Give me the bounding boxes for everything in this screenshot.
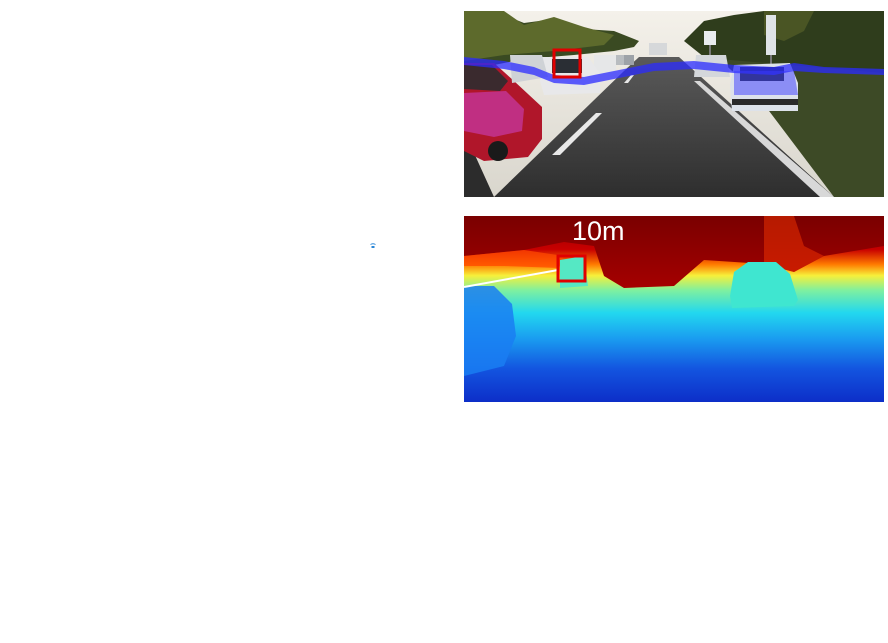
road-scene-illustration bbox=[464, 11, 884, 197]
road-camera-image bbox=[464, 11, 884, 197]
highlight-box bbox=[552, 48, 582, 79]
depth-highlight-box bbox=[556, 254, 587, 283]
distance-label: 10m bbox=[572, 216, 625, 246]
depth-map-image bbox=[464, 216, 884, 402]
small-blue-marker bbox=[370, 243, 376, 248]
connector-line bbox=[464, 269, 559, 288]
depth-map-illustration bbox=[464, 216, 884, 402]
